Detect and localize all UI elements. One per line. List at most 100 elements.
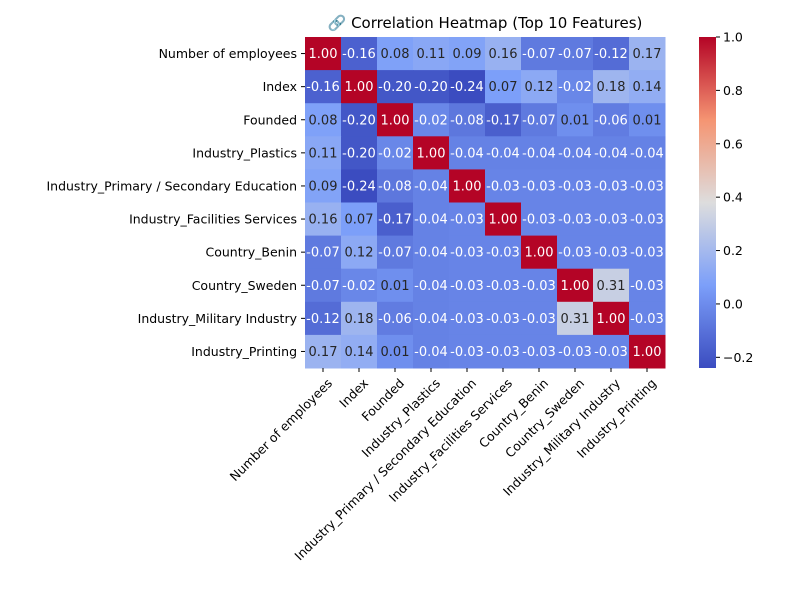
heatmap-cell [521,103,558,137]
heatmap-cell [305,301,342,336]
cell-value-label: 1.00 [633,345,662,360]
cell-value-label: -0.02 [558,80,592,95]
heatmap-cell [449,268,486,303]
heatmap-cell [377,301,414,336]
heatmap-cell [377,235,414,270]
cell-value-label: -0.03 [522,213,556,228]
cell-value-label: -0.07 [306,279,340,294]
heatmap-cell [557,235,594,270]
cell-value-label: -0.04 [414,279,448,294]
cell-value-label: -0.02 [414,113,448,128]
heatmap-cell [449,334,486,369]
cell-value-label: 1.00 [453,179,482,194]
y-tick-label: Index [263,79,297,94]
cell-value-label: -0.20 [342,113,376,128]
y-tick-label: Country_Sweden [192,278,297,293]
heatmap-cell [557,334,594,369]
cell-value-label: 0.01 [561,113,590,128]
cell-value-label: -0.03 [594,246,628,261]
cell-value-label: -0.17 [378,213,412,228]
heatmap-cell [305,235,342,270]
heatmap-cell [557,70,594,104]
cell-value-label: -0.03 [630,279,664,294]
heatmap-cell [341,103,378,137]
colorbar-tick-label: 0.0 [723,296,743,311]
y-axis-labels: Number of employees Index Founded Industry_… [46,46,305,359]
heatmap-cell [305,37,342,71]
heatmap-cell [485,136,522,170]
heatmap-cell [593,268,630,303]
y-tick-label: Industry_Primary / Secondary Education [46,178,297,193]
cell-value-label: -0.03 [594,213,628,228]
cell-value-label: 1.00 [309,47,338,62]
heatmap-cell [413,169,450,203]
heatmap-cell [305,103,342,137]
cell-value-label: -0.03 [450,345,484,360]
heatmap-cell [593,334,630,369]
heatmap-cell [593,301,630,336]
cell-value-label: -0.04 [414,312,448,327]
heatmap-cell [629,301,666,336]
cell-value-label: -0.03 [450,312,484,327]
cell-value-label: 1.00 [489,213,518,228]
y-tick-label: Number of employees [159,46,297,61]
heatmap-cell [629,268,666,303]
cell-value-label: -0.03 [558,345,592,360]
cell-value-label: -0.03 [594,345,628,360]
heatmap-cell [341,268,378,303]
heatmap-cell [413,103,450,137]
cell-value-label: 0.17 [633,47,662,62]
heatmap-cell [557,136,594,170]
heatmap-cell [557,301,594,336]
heatmap-cell [629,169,666,203]
cell-value-label: -0.04 [414,246,448,261]
cell-value-label: -0.20 [378,80,412,95]
heatmap-cell [449,103,486,137]
heatmap-cell [305,202,342,237]
heatmap-cell [485,169,522,203]
heatmap-cell [629,37,666,71]
heatmap-cell [485,235,522,270]
cell-value-label: -0.04 [486,146,520,161]
heatmap-cell [629,202,666,237]
colorbar-tick-label: 0.2 [723,243,743,258]
cell-value-label: -0.03 [522,312,556,327]
cell-value-label: -0.12 [594,47,628,62]
cell-value-label: -0.24 [342,179,376,194]
heatmap-cell [377,202,414,237]
cell-value-label: 0.07 [489,80,518,95]
heatmap-cell [341,301,378,336]
heatmap-cell [593,70,630,104]
cell-value-label: -0.03 [486,279,520,294]
cell-value-label: -0.08 [450,113,484,128]
heatmap-cell [521,169,558,203]
y-tick-label: Industry_Military Industry [138,311,298,326]
heatmap-cell [557,202,594,237]
heatmap-cell [485,334,522,369]
cell-value-label: -0.03 [630,213,664,228]
heatmap-cell [377,169,414,203]
colorbar-gradient [699,37,716,368]
cell-value-label: 0.01 [381,279,410,294]
cell-value-label: 0.31 [561,312,590,327]
heatmap-cell [449,136,486,170]
heatmap-cell [521,301,558,336]
cell-value-label: -0.04 [522,146,556,161]
heatmap-cell [377,37,414,71]
heatmap-cell [449,301,486,336]
cell-value-label: 0.14 [633,80,662,95]
heatmap-cell [485,202,522,237]
heatmap-cell [413,268,450,303]
heatmap-cell [305,70,342,104]
heatmap-cell [413,136,450,170]
heatmap-cell [485,268,522,303]
cell-value-label: 1.00 [381,113,410,128]
cell-value-label: -0.03 [630,179,664,194]
heatmap-cell [593,169,630,203]
cell-value-label: 0.07 [345,213,374,228]
cell-value-label: -0.03 [486,246,520,261]
cell-value-label: -0.03 [450,279,484,294]
heatmap-cell [305,268,342,303]
cell-value-label: 0.09 [453,47,482,62]
heatmap-cell [449,37,486,71]
